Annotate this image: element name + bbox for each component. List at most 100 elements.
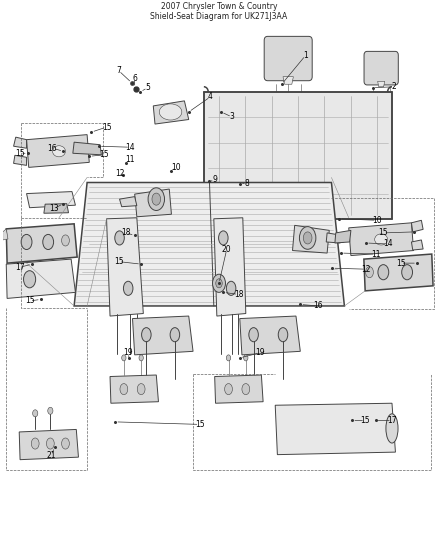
Ellipse shape: [170, 328, 180, 342]
Ellipse shape: [48, 407, 53, 414]
Text: 13: 13: [49, 204, 59, 213]
Ellipse shape: [152, 193, 161, 205]
Text: 11: 11: [126, 155, 135, 164]
Polygon shape: [110, 375, 159, 403]
Ellipse shape: [249, 328, 258, 342]
Text: 7: 7: [116, 66, 121, 75]
Text: 15: 15: [25, 296, 35, 305]
Polygon shape: [240, 316, 300, 355]
Polygon shape: [3, 229, 8, 240]
Text: 5: 5: [145, 83, 150, 92]
Ellipse shape: [122, 355, 126, 361]
Ellipse shape: [244, 355, 248, 361]
Text: 18: 18: [234, 290, 243, 299]
Text: 2007 Chrysler Town & Country
Shield-Seat Diagram for UK271J3AA: 2007 Chrysler Town & Country Shield-Seat…: [150, 2, 288, 21]
Text: 15: 15: [102, 123, 111, 132]
Text: 4: 4: [208, 92, 213, 101]
Polygon shape: [106, 218, 143, 316]
Polygon shape: [27, 191, 75, 208]
Ellipse shape: [226, 355, 231, 361]
Polygon shape: [74, 182, 344, 306]
Ellipse shape: [21, 235, 32, 249]
Ellipse shape: [62, 235, 69, 246]
Polygon shape: [6, 224, 77, 263]
Text: 15: 15: [360, 416, 370, 425]
Ellipse shape: [226, 281, 236, 295]
Ellipse shape: [115, 231, 124, 245]
Polygon shape: [14, 137, 27, 148]
Polygon shape: [364, 254, 433, 291]
Ellipse shape: [225, 384, 233, 394]
Ellipse shape: [278, 328, 288, 342]
Polygon shape: [133, 316, 193, 355]
Ellipse shape: [242, 384, 250, 394]
Ellipse shape: [386, 414, 398, 443]
Polygon shape: [275, 403, 396, 455]
Ellipse shape: [148, 188, 165, 211]
Polygon shape: [73, 142, 101, 155]
Ellipse shape: [366, 266, 373, 278]
Text: 1: 1: [303, 51, 308, 60]
Text: 14: 14: [383, 239, 392, 248]
Ellipse shape: [378, 265, 389, 280]
Text: 15: 15: [114, 257, 124, 266]
Polygon shape: [283, 77, 293, 84]
Ellipse shape: [24, 271, 35, 288]
Text: 12: 12: [115, 169, 124, 178]
Ellipse shape: [124, 281, 133, 295]
Text: 10: 10: [171, 163, 180, 172]
Text: 10: 10: [372, 216, 381, 225]
Polygon shape: [27, 135, 89, 167]
Ellipse shape: [32, 410, 38, 417]
Polygon shape: [378, 82, 385, 87]
Polygon shape: [204, 92, 392, 219]
Text: 2: 2: [392, 82, 396, 91]
Polygon shape: [293, 225, 329, 253]
Text: 18: 18: [121, 229, 131, 237]
Text: 15: 15: [396, 259, 406, 268]
FancyBboxPatch shape: [364, 51, 398, 85]
Polygon shape: [14, 155, 27, 165]
Polygon shape: [411, 240, 423, 250]
Ellipse shape: [374, 234, 388, 245]
Text: 19: 19: [255, 349, 265, 357]
Ellipse shape: [212, 274, 226, 293]
Ellipse shape: [139, 355, 143, 361]
Ellipse shape: [300, 227, 316, 249]
Polygon shape: [153, 101, 189, 124]
Text: 20: 20: [222, 245, 232, 254]
Ellipse shape: [46, 438, 54, 449]
Ellipse shape: [32, 438, 39, 449]
Ellipse shape: [137, 384, 145, 394]
FancyBboxPatch shape: [264, 36, 312, 80]
Polygon shape: [335, 230, 351, 243]
Text: 17: 17: [15, 263, 25, 272]
Text: 14: 14: [126, 143, 135, 152]
Polygon shape: [349, 223, 413, 256]
Ellipse shape: [304, 232, 312, 244]
Ellipse shape: [120, 384, 128, 394]
Ellipse shape: [402, 265, 413, 280]
Text: 8: 8: [245, 179, 250, 188]
Polygon shape: [214, 218, 246, 316]
Text: 11: 11: [371, 249, 380, 259]
Ellipse shape: [43, 235, 53, 249]
Polygon shape: [411, 220, 423, 232]
Text: 21: 21: [46, 451, 56, 460]
Polygon shape: [215, 375, 263, 403]
Text: 19: 19: [124, 349, 133, 357]
Text: 15: 15: [378, 229, 388, 237]
Polygon shape: [134, 189, 171, 217]
Text: 3: 3: [230, 112, 234, 122]
Ellipse shape: [53, 146, 66, 157]
Text: 17: 17: [387, 416, 397, 425]
Polygon shape: [44, 204, 68, 213]
Polygon shape: [120, 197, 137, 207]
Text: 6: 6: [132, 74, 137, 83]
Ellipse shape: [219, 231, 228, 245]
Ellipse shape: [159, 104, 182, 120]
Ellipse shape: [216, 279, 222, 288]
Ellipse shape: [62, 438, 69, 449]
Ellipse shape: [141, 328, 151, 342]
Text: 12: 12: [361, 265, 371, 273]
